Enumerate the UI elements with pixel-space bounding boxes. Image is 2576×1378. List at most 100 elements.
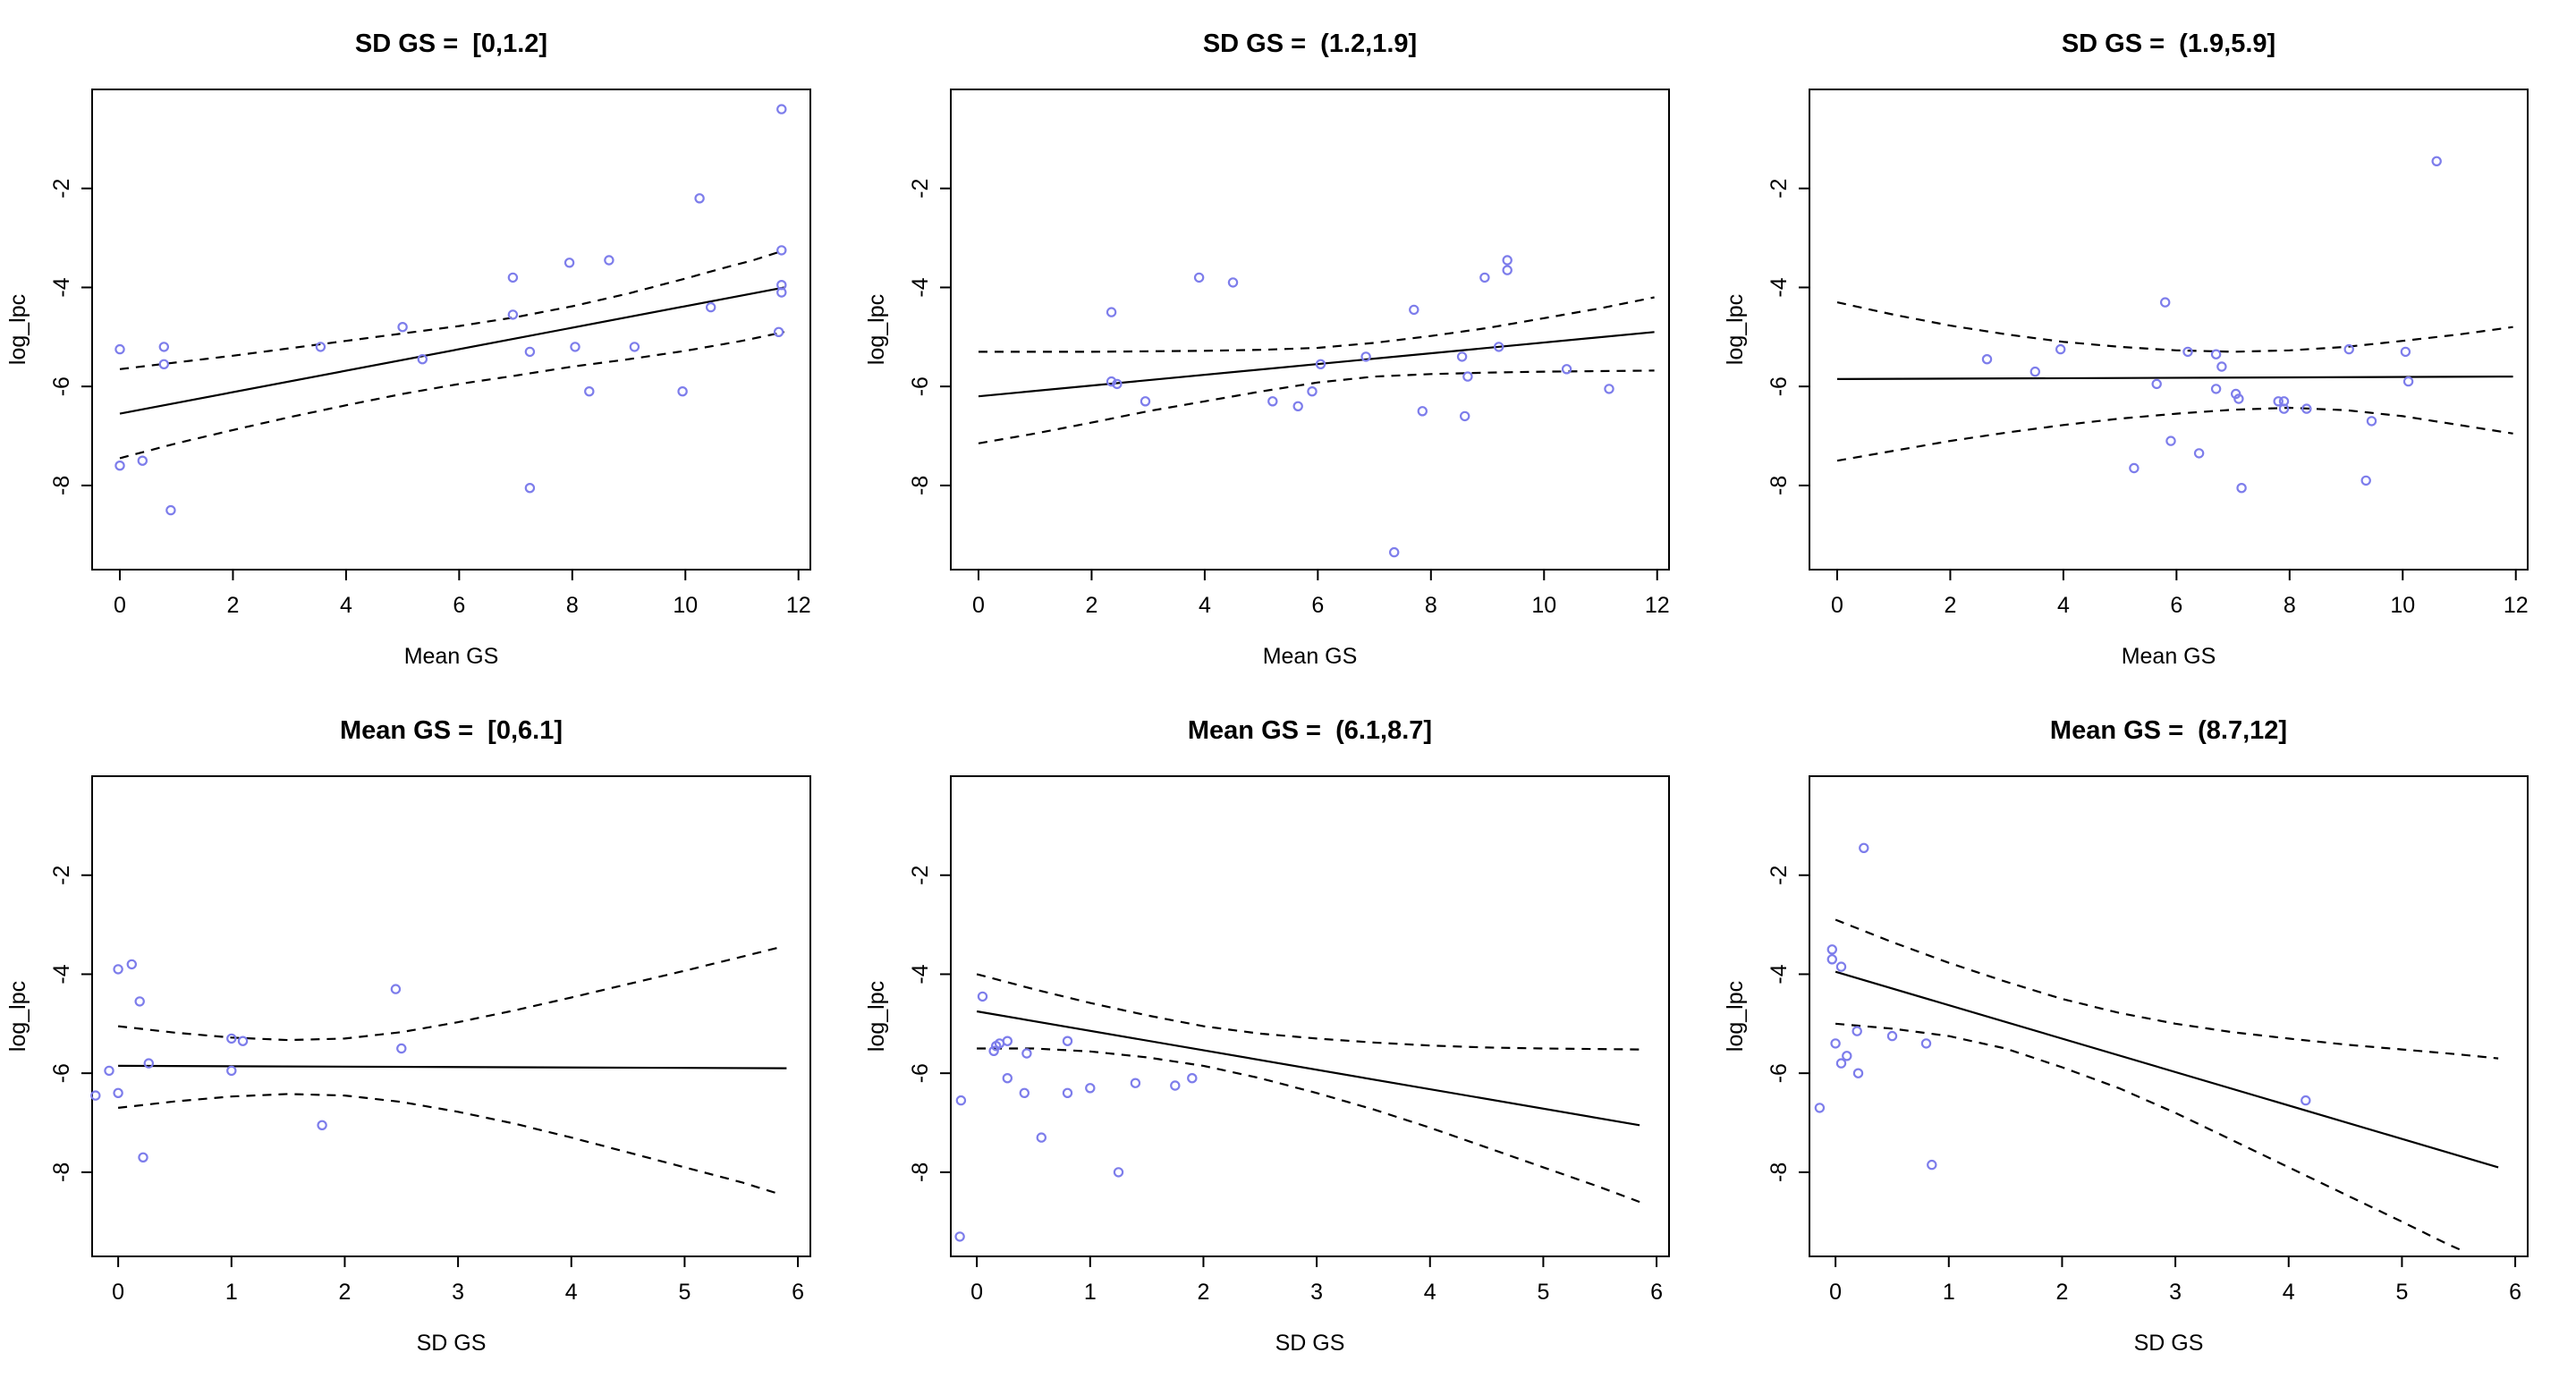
x-tick-label: 6: [2170, 593, 2182, 618]
data-point: [507, 309, 519, 320]
x-tick-label: 10: [673, 593, 698, 618]
data-point: [1360, 351, 1371, 362]
data-point: [1826, 954, 1838, 965]
x-tick-label: 2: [1085, 593, 1097, 618]
x-tick-label: 2: [338, 1280, 351, 1305]
data-point: [317, 1120, 327, 1130]
x-tick-label: 2: [2055, 1280, 2068, 1305]
data-point: [955, 1095, 967, 1106]
y-tick-label: -4: [1767, 277, 1792, 297]
upper-confidence-band: [1836, 301, 2513, 353]
y-tick-label: -6: [49, 376, 74, 396]
x-tick-label: 6: [2509, 1280, 2521, 1305]
y-tick-label: -6: [49, 1063, 74, 1083]
data-points: [114, 104, 787, 516]
data-point: [2400, 346, 2411, 358]
data-point: [2055, 343, 2066, 355]
x-axis: 0 1 2 3 4 5 6: [112, 1256, 804, 1305]
y-tick-label: -4: [49, 277, 74, 297]
lower-confidence-band: [1836, 406, 2513, 462]
data-point: [1830, 1038, 1841, 1049]
panel-canvas: Mean GS = (6.1,8.7] 0 1 2 3 4 5 6 -8 -6 -4 -2 SD GS l…: [864, 716, 1670, 1356]
x-axis-label: Mean GS: [2122, 644, 2216, 669]
data-point: [694, 193, 705, 204]
data-point: [1826, 944, 1838, 955]
data-point: [2151, 378, 2162, 390]
x-tick-label: 0: [1831, 593, 1843, 618]
data-point: [564, 258, 575, 268]
x-tick-label: 5: [2395, 1280, 2408, 1305]
data-point: [629, 342, 640, 352]
data-point: [134, 996, 145, 1007]
y-tick-label: -4: [908, 964, 933, 984]
data-point: [1835, 961, 1847, 972]
x-tick-label: 6: [1311, 593, 1324, 618]
x-tick-label: 12: [1645, 593, 1670, 618]
data-point: [524, 483, 536, 494]
data-point: [1814, 1103, 1826, 1113]
x-tick-label: 3: [2169, 1280, 2182, 1305]
data-point: [954, 1231, 965, 1242]
data-point: [1561, 364, 1572, 375]
data-point: [2233, 393, 2244, 404]
data-point: [1062, 1087, 1073, 1098]
x-tick-label: 1: [225, 1280, 238, 1305]
data-point: [677, 386, 688, 397]
data-point: [2165, 435, 2176, 446]
lower-confidence-band: [977, 1047, 1640, 1204]
data-point: [1604, 384, 1614, 394]
x-axis: 0 2 4 6 8 10 12: [114, 570, 811, 618]
data-point: [1019, 1087, 1030, 1098]
data-point: [1036, 1132, 1046, 1143]
data-point: [1417, 406, 1428, 417]
data-point: [1002, 1036, 1013, 1046]
y-tick-label: -8: [49, 1162, 74, 1182]
data-point: [2360, 475, 2371, 486]
data-point: [226, 1033, 237, 1044]
data-point: [90, 1090, 101, 1101]
fit-line: [119, 286, 785, 415]
data-point: [114, 343, 125, 355]
upper-confidence-band: [117, 945, 782, 1042]
y-axis: -8 -6 -4 -2: [49, 866, 92, 1182]
data-point: [988, 1045, 999, 1056]
y-tick-label: -6: [908, 1063, 933, 1083]
y-axis-label: log_lpc: [5, 981, 30, 1052]
facet-panel-mean-gs-bin-2: Mean GS = (6.1,8.7] 0 1 2 3 4 5 6 -8 -6 -4 -2 SD GS l…: [859, 687, 1717, 1374]
data-point: [2210, 349, 2222, 359]
x-tick-label: 2: [1197, 1280, 1209, 1305]
data-point: [2236, 483, 2247, 494]
data-point: [1002, 1073, 1013, 1084]
data-point: [1140, 396, 1151, 407]
facet-panel-sd-gs-bin-1: SD GS = [0,1.2] 0 2 4 6 8 10 12 -8 -6 -4 -2 Mean GS l…: [0, 0, 859, 687]
x-tick-label: 3: [1310, 1280, 1323, 1305]
x-tick-label: 0: [970, 1280, 983, 1305]
data-point: [1062, 1036, 1073, 1046]
y-tick-label: -6: [1767, 376, 1792, 396]
data-point: [706, 301, 716, 313]
x-tick-label: 10: [1531, 593, 1556, 618]
data-point: [507, 272, 519, 283]
lower-confidence-band: [119, 331, 785, 460]
y-axis-label: log_lpc: [864, 981, 889, 1052]
x-tick-label: 8: [1425, 593, 1437, 618]
x-axis-label: SD GS: [1275, 1331, 1345, 1356]
x-axis: 0 2 4 6 8 10 12: [1831, 570, 2529, 618]
data-point: [143, 1058, 154, 1069]
x-tick-label: 4: [340, 593, 352, 618]
x-axis: 0 1 2 3 4 5 6: [1829, 1256, 2521, 1305]
data-point: [2160, 297, 2171, 308]
data-point: [417, 354, 428, 365]
panel-canvas: SD GS = [0,1.2] 0 2 4 6 8 10 12 -8 -6 -4 -2 Mean GS l…: [5, 30, 811, 669]
data-point: [776, 287, 787, 298]
y-axis: -8 -6 -4 -2: [1767, 866, 1809, 1182]
x-tick-label: 8: [566, 593, 579, 618]
y-tick-label: -2: [1767, 179, 1792, 199]
facet-panel-mean-gs-bin-3: Mean GS = (8.7,12] 0 1 2 3 4 5 6 -8 -6 -4 -2 SD GS lo…: [1717, 687, 2576, 1374]
data-point: [1106, 376, 1117, 387]
y-tick-label: -8: [1767, 476, 1792, 495]
y-tick-label: -2: [49, 866, 74, 885]
data-point: [114, 461, 125, 471]
x-tick-label: 6: [453, 593, 465, 618]
data-point: [1852, 1068, 1864, 1078]
